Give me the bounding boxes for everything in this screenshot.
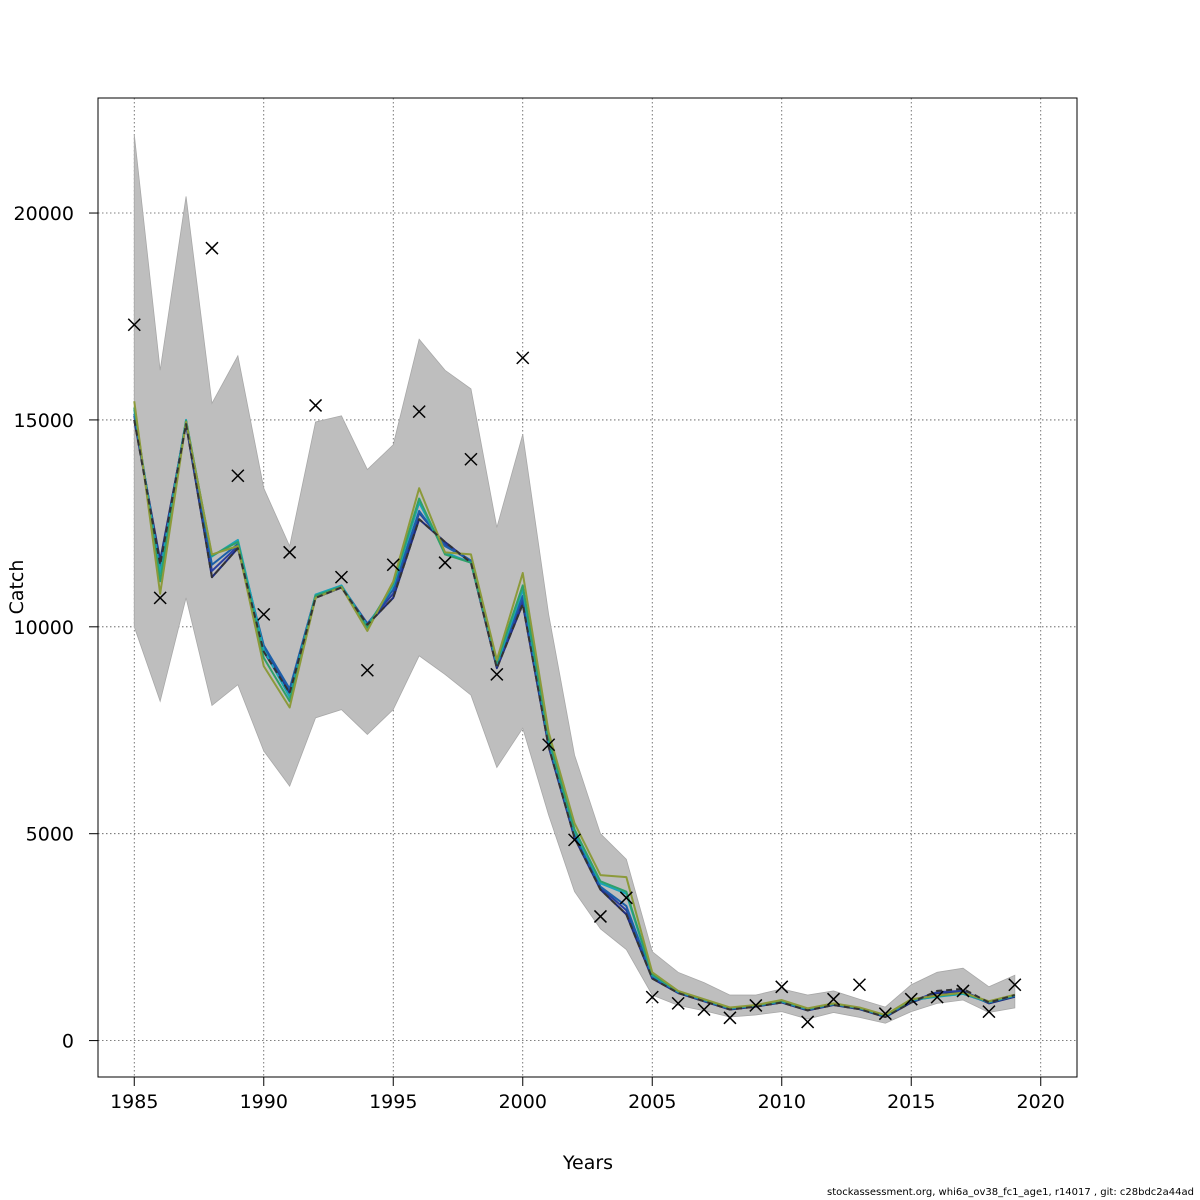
x-tick-label-2020: 2020	[1017, 1091, 1065, 1113]
observed-point-2001	[542, 738, 556, 752]
observed-point-stroke	[723, 1011, 737, 1025]
observed-point-2004	[619, 891, 633, 905]
y-tick-label-15000: 15000	[14, 410, 74, 432]
series-line-7	[133, 419, 1016, 1019]
observed-point-2014	[878, 1007, 892, 1021]
observed-point-stroke	[904, 992, 918, 1006]
series-line-6	[133, 401, 1016, 1016]
y-axis-title: Catch	[6, 560, 28, 615]
observed-point-stroke	[412, 405, 426, 419]
observed-point-1999	[490, 667, 504, 681]
observed-point-stroke	[309, 398, 323, 412]
observed-point-stroke	[878, 1007, 892, 1021]
y-tick-label-5000: 5000	[26, 824, 74, 846]
observed-point-1985	[127, 318, 141, 332]
observed-point-stroke	[593, 909, 607, 923]
y-tick-label-0: 0	[62, 1031, 74, 1053]
observed-point-1989	[231, 469, 245, 483]
observed-point-2016	[930, 990, 944, 1004]
observed-point-stroke	[231, 469, 245, 483]
observed-point-stroke	[852, 978, 866, 992]
observed-point-stroke	[827, 992, 841, 1006]
observed-point-2007	[697, 1003, 711, 1017]
x-tick-label-2000: 2000	[499, 1091, 547, 1113]
observed-point-1988	[205, 241, 219, 255]
observed-point-2012	[827, 992, 841, 1006]
observed-point-1994	[360, 663, 374, 677]
observed-point-stroke	[516, 351, 530, 365]
observed-point-2015	[904, 992, 918, 1006]
observed-point-stroke	[283, 545, 297, 559]
observed-point-2017	[956, 984, 970, 998]
observed-point-stroke	[257, 607, 271, 621]
observed-point-stroke	[438, 556, 452, 570]
x-tick-label-2010: 2010	[758, 1091, 806, 1113]
observed-point-2010	[775, 980, 789, 994]
observed-point-2011	[801, 1015, 815, 1029]
observed-point-1991	[283, 545, 297, 559]
observed-point-stroke	[464, 452, 478, 466]
observed-point-stroke	[619, 891, 633, 905]
confidence-band	[133, 134, 1016, 1024]
y-tick-label-10000: 10000	[14, 617, 74, 639]
series-layer	[133, 401, 1016, 1019]
observed-point-stroke	[982, 1005, 996, 1019]
observed-point-1993	[334, 570, 348, 584]
observed-point-stroke	[645, 990, 659, 1004]
observed-point-1996	[412, 405, 426, 419]
observed-point-2013	[852, 978, 866, 992]
observed-point-2019	[1008, 978, 1022, 992]
x-axis-title: Years	[562, 1152, 613, 1174]
observed-point-stroke	[749, 998, 763, 1012]
observed-point-stroke	[956, 984, 970, 998]
observed-point-2000	[516, 351, 530, 365]
x-tick-label-1990: 1990	[240, 1091, 288, 1113]
observed-point-stroke	[1008, 978, 1022, 992]
observed-point-1997	[438, 556, 452, 570]
x-tick-label-2005: 2005	[628, 1091, 676, 1113]
x-tick-label-1995: 1995	[369, 1091, 417, 1113]
observed-point-stroke	[930, 990, 944, 1004]
observed-point-stroke	[490, 667, 504, 681]
observed-point-1986	[153, 591, 167, 605]
observed-point-1992	[309, 398, 323, 412]
footer-credit: stockassessment.org, whi6a_ov38_fc1_age1…	[826, 1187, 1194, 1198]
x-tick-label-1985: 1985	[110, 1091, 158, 1113]
observed-point-1990	[257, 607, 271, 621]
axes-layer: 1985 1990 1995 2000 2005 2010 2015 2020 0 5000 100…	[14, 203, 1065, 1113]
observed-point-stroke	[153, 591, 167, 605]
observed-point-stroke	[568, 833, 582, 847]
observed-point-stroke	[127, 318, 141, 332]
y-tick-label-20000: 20000	[14, 203, 74, 225]
observed-point-stroke	[542, 738, 556, 752]
observed-point-stroke	[334, 570, 348, 584]
observed-point-2003	[593, 909, 607, 923]
observed-point-stroke	[205, 241, 219, 255]
observed-point-2002	[568, 833, 582, 847]
observed-point-2018	[982, 1005, 996, 1019]
observed-point-stroke	[360, 663, 374, 677]
observed-point-stroke	[697, 1003, 711, 1017]
observed-point-stroke	[671, 996, 685, 1010]
observed-point-2008	[723, 1011, 737, 1025]
observed-point-stroke	[775, 980, 789, 994]
observed-point-stroke	[386, 558, 400, 572]
observed-point-2009	[749, 998, 763, 1012]
x-tick-label-2015: 2015	[887, 1091, 935, 1113]
observed-point-stroke	[801, 1015, 815, 1029]
confidence-band-layer	[133, 134, 1016, 1024]
observed-point-2005	[645, 990, 659, 1004]
observed-points-layer	[127, 241, 1022, 1029]
observed-point-2006	[671, 996, 685, 1010]
observed-point-1995	[386, 558, 400, 572]
observed-point-1998	[464, 452, 478, 466]
